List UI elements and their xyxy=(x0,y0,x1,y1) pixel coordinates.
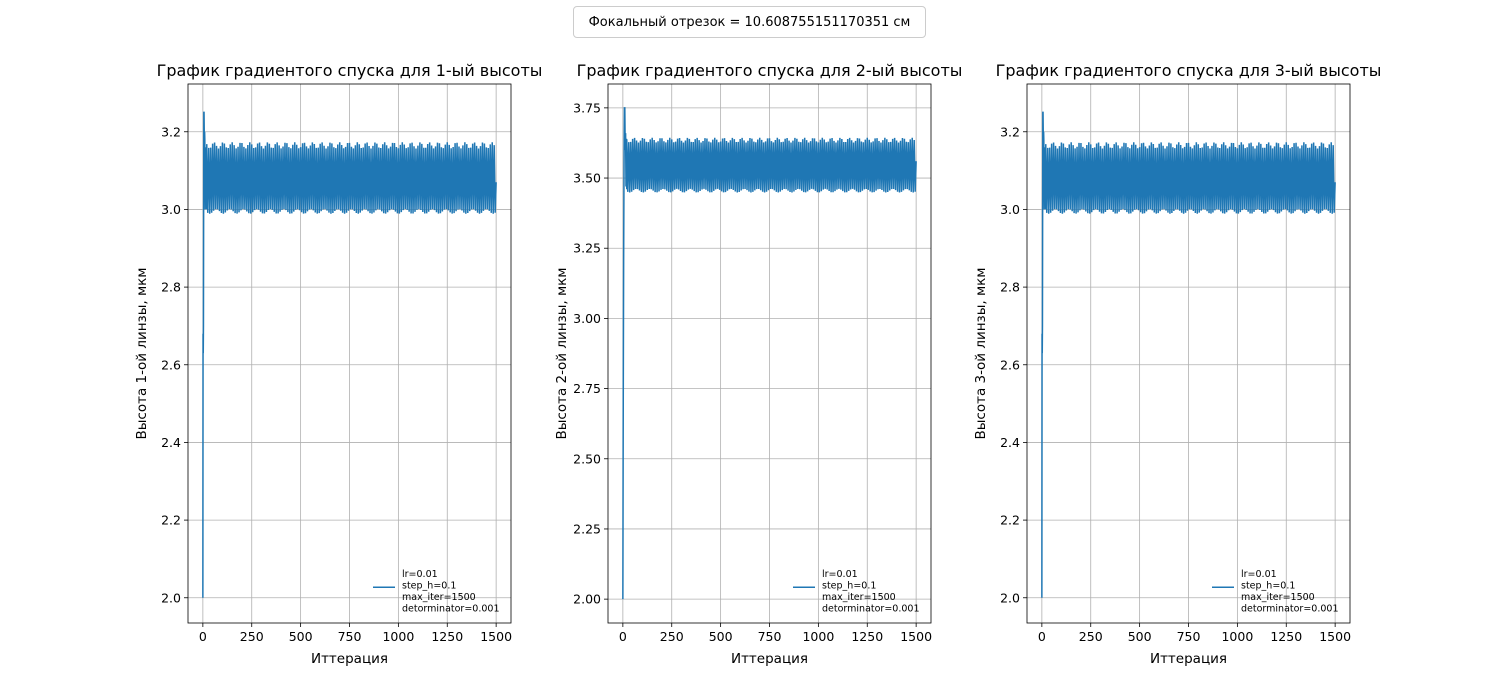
y-tick-label: 2.6 xyxy=(1000,357,1020,372)
y-tick-label: 3.50 xyxy=(573,171,601,186)
y-axis-label: Высота 2-ой линзы, мкм xyxy=(554,268,570,440)
x-axis-label: Иттерация xyxy=(1150,651,1227,667)
y-tick-label: 3.75 xyxy=(573,100,601,115)
legend: lr=0.01step_h=0.1max_iter=1500detorminat… xyxy=(793,569,920,615)
x-tick-label: 1500 xyxy=(900,629,932,644)
x-tick-label: 500 xyxy=(709,629,733,644)
legend-text-line: lr=0.01 xyxy=(402,569,438,580)
series-line xyxy=(202,111,497,598)
y-tick-label: 2.8 xyxy=(1000,280,1020,295)
x-tick-label: 750 xyxy=(338,629,362,644)
y-tick-label: 2.0 xyxy=(161,590,181,605)
x-tick-label: 750 xyxy=(1177,629,1201,644)
legend-text-line: detorminator=0.001 xyxy=(822,604,920,615)
y-tick-label: 2.4 xyxy=(161,435,181,450)
legend-text-line: step_h=0.1 xyxy=(1241,581,1295,592)
legend-text-line: step_h=0.1 xyxy=(822,581,876,592)
series-line xyxy=(622,107,917,600)
subplot-title: График градиентого спуска для 3-ый высот… xyxy=(996,61,1382,80)
x-axis-label: Иттерация xyxy=(731,651,808,667)
y-tick-label: 2.25 xyxy=(573,521,601,536)
y-tick-label: 3.0 xyxy=(1000,202,1020,217)
legend-text-line: max_iter=1500 xyxy=(1241,592,1315,603)
x-tick-label: 1500 xyxy=(1319,629,1351,644)
x-axis-label: Иттерация xyxy=(311,651,388,667)
legend: lr=0.01step_h=0.1max_iter=1500detorminat… xyxy=(373,569,500,615)
x-tick-label: 1250 xyxy=(1270,629,1302,644)
x-tick-label: 1250 xyxy=(851,629,883,644)
legend-text-line: detorminator=0.001 xyxy=(402,604,500,615)
x-tick-label: 1250 xyxy=(431,629,463,644)
legend-text-line: detorminator=0.001 xyxy=(1241,604,1339,615)
legend-text-line: lr=0.01 xyxy=(822,569,858,580)
legend-text-line: max_iter=1500 xyxy=(822,592,896,603)
x-tick-label: 1000 xyxy=(382,629,414,644)
y-tick-label: 2.50 xyxy=(573,451,601,466)
y-tick-label: 2.2 xyxy=(161,513,181,528)
x-tick-label: 1500 xyxy=(480,629,512,644)
y-tick-label: 2.2 xyxy=(1000,513,1020,528)
subplot-2: 0 250 500 750 1000 1250 1500 2.00 2.25 2.50 2.75 3.… xyxy=(554,61,962,667)
x-tick-label: 0 xyxy=(1038,629,1046,644)
y-axis-label: Высота 1-ой линзы, мкм xyxy=(134,268,150,440)
legend-text-line: lr=0.01 xyxy=(1241,569,1277,580)
x-tick-label: 1000 xyxy=(1221,629,1253,644)
subplot-title: График градиентого спуска для 2-ый высот… xyxy=(577,61,963,80)
x-tick-label: 500 xyxy=(289,629,313,644)
legend: lr=0.01step_h=0.1max_iter=1500detorminat… xyxy=(1212,569,1339,615)
y-tick-label: 2.0 xyxy=(1000,590,1020,605)
legend-text-line: max_iter=1500 xyxy=(402,592,476,603)
x-tick-label: 250 xyxy=(1079,629,1103,644)
x-tick-label: 750 xyxy=(758,629,782,644)
subplot-1: 0 250 500 750 1000 1250 1500 2.0 2.2 2.4 2.6 2.8 3.0… xyxy=(134,61,542,667)
y-tick-label: 3.0 xyxy=(161,202,181,217)
y-tick-label: 3.25 xyxy=(573,241,601,256)
subplot-title: График градиентого спуска для 1-ый высот… xyxy=(157,61,543,80)
y-tick-label: 2.6 xyxy=(161,357,181,372)
figure-suptitle: Фокальный отрезок = 10.608755151170351 с… xyxy=(573,6,926,38)
y-tick-label: 3.00 xyxy=(573,311,601,326)
x-tick-label: 250 xyxy=(240,629,264,644)
y-axis-label: Высота 3-ой линзы, мкм xyxy=(973,268,989,440)
y-tick-label: 3.2 xyxy=(1000,124,1020,139)
y-tick-label: 2.75 xyxy=(573,381,601,396)
x-tick-label: 1000 xyxy=(802,629,834,644)
x-tick-label: 500 xyxy=(1128,629,1152,644)
x-tick-label: 0 xyxy=(199,629,207,644)
suptitle-text: Фокальный отрезок = 10.608755151170351 с… xyxy=(588,14,911,30)
y-tick-label: 2.8 xyxy=(161,280,181,295)
series-line xyxy=(1041,111,1336,598)
subplot-3: 0 250 500 750 1000 1250 1500 2.0 2.2 2.4 2.6 2.8 3.0… xyxy=(973,61,1381,667)
legend-text-line: step_h=0.1 xyxy=(402,581,456,592)
y-tick-label: 2.00 xyxy=(573,592,601,607)
y-tick-label: 3.2 xyxy=(161,124,181,139)
y-tick-label: 2.4 xyxy=(1000,435,1020,450)
x-tick-label: 250 xyxy=(660,629,684,644)
x-tick-label: 0 xyxy=(619,629,627,644)
